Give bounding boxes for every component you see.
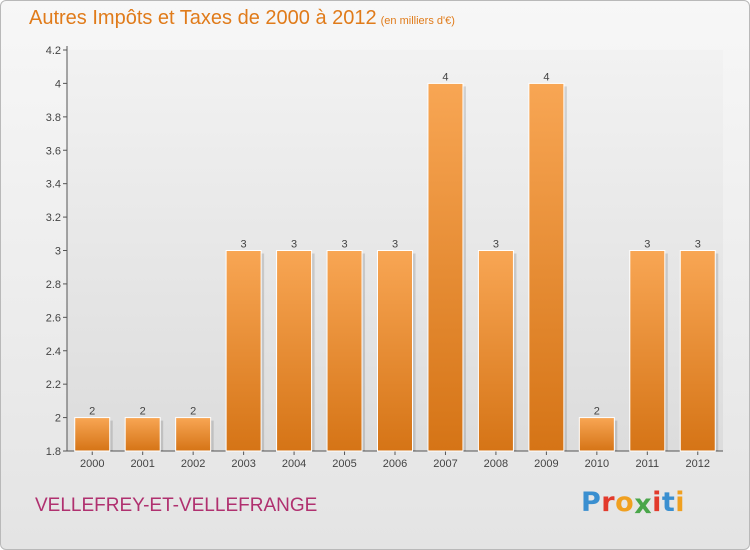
bar-value-label: 3 <box>644 239 650 251</box>
x-tick-label: 2006 <box>383 458 407 470</box>
bar-2001 <box>124 417 161 452</box>
bar-value-label: 2 <box>89 406 95 418</box>
y-tick-label: 4.2 <box>46 45 61 57</box>
y-tick-label: 1.8 <box>46 446 61 458</box>
chart-title-text: Autres Impôts et Taxes de 2000 à 2012 <box>29 7 377 29</box>
x-tick-label: 2001 <box>130 458 154 470</box>
x-tick-label: 2000 <box>80 458 104 470</box>
x-tick-label: 2012 <box>686 458 710 470</box>
chart-subtitle: (en milliers d'€) <box>380 15 455 27</box>
bar-2006 <box>377 250 413 452</box>
y-tick-label: 3.6 <box>46 145 61 157</box>
y-tick-label: 3.8 <box>46 112 61 124</box>
bar-2010 <box>578 417 615 452</box>
commune-name: VELLEFREY-ET-VELLEFRANGE <box>35 495 318 516</box>
bar-2003 <box>225 250 262 452</box>
y-tick-label: 4 <box>55 78 61 90</box>
y-tick-label: 2.8 <box>46 279 61 291</box>
bar-value-label: 3 <box>341 239 347 251</box>
bar-2004 <box>276 250 313 452</box>
bar-2002 <box>175 417 212 452</box>
y-tick-label: 2.6 <box>46 312 61 324</box>
y-tick-label: 3.2 <box>46 212 61 224</box>
bar-2008 <box>477 250 514 452</box>
x-tick-label: 2007 <box>433 458 457 470</box>
proxiti-logo[interactable]: Proxiti <box>581 487 686 520</box>
logo-letter: i <box>675 487 686 518</box>
bar-value-label: 2 <box>594 406 600 418</box>
y-tick-label: 2 <box>55 413 61 425</box>
x-tick-label: 2002 <box>181 458 205 470</box>
y-tick-label: 2.4 <box>46 346 61 358</box>
y-tick-label: 3.4 <box>46 179 61 191</box>
bar-2011 <box>629 250 666 452</box>
y-tick-label: 3 <box>55 246 61 258</box>
logo-letter: r <box>601 487 616 518</box>
x-tick-label: 2005 <box>332 458 356 470</box>
logo-letter: i <box>652 487 662 518</box>
x-tick-label: 2008 <box>484 458 508 470</box>
x-tick-label: 2003 <box>231 458 255 470</box>
bar-value-label: 3 <box>493 239 499 251</box>
logo-letter: x <box>634 489 653 520</box>
logo-letter: P <box>581 487 602 518</box>
x-tick-label: 2010 <box>585 458 609 470</box>
bar-value-label: 4 <box>543 71 549 83</box>
bar-2000 <box>74 417 111 452</box>
bar-2012 <box>679 250 716 452</box>
x-tick-label: 2011 <box>635 458 659 470</box>
bar-2009 <box>528 82 565 452</box>
bar-value-label: 3 <box>695 239 701 251</box>
bar-2007 <box>427 82 464 452</box>
bar-2005 <box>326 250 363 452</box>
bar-value-label: 3 <box>241 239 247 251</box>
bar-value-label: 4 <box>442 71 448 83</box>
bar-value-label: 2 <box>190 406 196 418</box>
bar-value-label: 3 <box>291 239 297 251</box>
x-tick-label: 2009 <box>534 458 558 470</box>
bar-value-label: 2 <box>140 406 146 418</box>
chart-title: Autres Impôts et Taxes de 2000 à 2012 (en… <box>29 7 455 30</box>
y-tick-label: 2.2 <box>46 379 61 391</box>
bar-value-label: 3 <box>392 239 398 251</box>
x-tick-label: 2004 <box>282 458 306 470</box>
logo-letter: o <box>615 487 635 518</box>
logo-letter: t <box>661 487 676 518</box>
